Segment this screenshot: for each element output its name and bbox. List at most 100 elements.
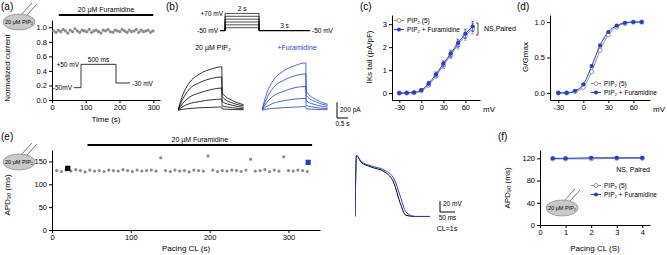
legend-label: PIP₂ (5) <box>407 17 430 25</box>
data-point <box>79 169 82 172</box>
y-axis: 0.00.20.40.60.81.0 <box>37 21 53 105</box>
data-point <box>598 43 602 47</box>
series-line <box>558 22 641 93</box>
x-tick: 1 <box>564 225 568 237</box>
y-tick-mark <box>49 85 52 86</box>
y-tick-mark <box>547 93 550 94</box>
annotation: CL=1s <box>437 225 458 232</box>
panel-label: (d) <box>517 1 529 12</box>
protocol-line <box>74 64 130 87</box>
y-tick: 0.4 <box>37 67 52 76</box>
data-point <box>151 29 154 32</box>
data-point <box>623 21 627 25</box>
data-point <box>615 156 619 160</box>
plot-area <box>556 20 644 95</box>
y-tick-mark <box>547 58 550 59</box>
ap-trace <box>355 156 430 217</box>
data-point <box>85 30 88 33</box>
data-point <box>112 169 115 172</box>
data-point <box>556 91 560 95</box>
current-trace <box>178 88 244 110</box>
cell-icon: 20 µM PIP₂ <box>3 143 37 170</box>
y-tick: 0.0 <box>37 96 52 105</box>
cell-icon: 20 µM PIP₂ <box>3 3 37 30</box>
data-point <box>159 156 162 159</box>
data-point <box>282 155 285 158</box>
x-axis-title: Pacing CL (S) <box>570 244 620 253</box>
data-point <box>145 169 148 172</box>
x-tick-label: -30 <box>553 103 564 112</box>
y-tick: 3 <box>383 20 392 29</box>
panel: -30030600.00.51.0PIP₂ (5)PIP₂ + Furamidi… <box>517 1 666 114</box>
y-tick-mark <box>49 100 52 101</box>
data-point <box>551 156 555 160</box>
y-tick-mark <box>49 56 52 57</box>
x-tick: 300 <box>147 100 160 112</box>
y-tick: 1.0 <box>37 23 52 32</box>
legend-label: PIP₂ + Furamidine <box>604 191 657 198</box>
y-tick-mark <box>537 181 540 182</box>
y-tick: 0.5 <box>535 53 550 62</box>
legend-marker <box>594 91 598 95</box>
current-trace <box>262 107 328 111</box>
data-point <box>121 168 124 171</box>
x-tick: 0 <box>582 100 586 112</box>
current-trace <box>178 107 244 110</box>
y-axis-line <box>52 151 53 231</box>
x-tick-label: 0 <box>538 228 542 237</box>
y-tick-mark <box>49 71 52 72</box>
group-label: 20 µM PIP₂ <box>195 44 231 52</box>
current-trace <box>262 87 328 111</box>
data-point <box>254 169 257 172</box>
data-point <box>412 91 416 95</box>
cell-label: 20 µM PIP₂ <box>5 19 33 25</box>
y-tick-label: 100 <box>34 180 47 189</box>
y-tick-mark <box>49 207 52 208</box>
cell <box>3 14 35 30</box>
x-tick-label: -30 <box>394 103 405 112</box>
legend-label: PIP₂ + Furamidine <box>407 26 460 33</box>
x-tick-label: 2 <box>590 228 594 237</box>
data-point <box>573 89 577 93</box>
plot-area <box>551 156 645 161</box>
y-tick-mark <box>389 47 392 48</box>
plot-area <box>55 154 311 173</box>
data-point <box>405 91 409 95</box>
cell <box>546 200 578 216</box>
data-point <box>590 64 594 68</box>
x-tick: 100 <box>80 100 93 112</box>
bracket <box>476 23 478 35</box>
legend-marker <box>594 82 598 86</box>
data-point <box>565 91 569 95</box>
inset-plot-area <box>355 156 430 217</box>
x-tick-label: 0 <box>582 103 586 112</box>
data-point <box>164 169 167 172</box>
cell-label: 20 µM PIP₂ <box>548 205 576 211</box>
data-point <box>589 156 593 160</box>
y-tick-label: 3 <box>383 20 387 29</box>
y-tick: 0 <box>531 221 540 230</box>
x-axis: 01234 <box>538 225 650 237</box>
protocol-label: 2 s <box>238 5 247 12</box>
protocol-label: 3 s <box>280 22 289 29</box>
panel-label: (b) <box>166 1 178 12</box>
y-tick-label: 0.5 <box>535 53 545 62</box>
highlight-point <box>65 166 70 171</box>
error-bar <box>449 50 452 57</box>
data-point <box>55 169 58 172</box>
y-axis-line <box>540 151 541 226</box>
data-point <box>640 20 644 24</box>
data-point <box>434 72 438 76</box>
data-point <box>397 91 401 95</box>
data-point <box>188 170 191 173</box>
x-tick-label: 4 <box>641 228 645 237</box>
protocol-line <box>220 13 310 30</box>
error-bar <box>449 52 452 59</box>
error-bar <box>471 21 474 31</box>
data-point <box>412 90 416 94</box>
x-tick-label: 0 <box>50 233 54 242</box>
y-tick-label: 1.0 <box>37 23 47 32</box>
series-line <box>399 26 472 93</box>
legend-marker <box>397 19 401 23</box>
error-bar <box>435 72 438 77</box>
